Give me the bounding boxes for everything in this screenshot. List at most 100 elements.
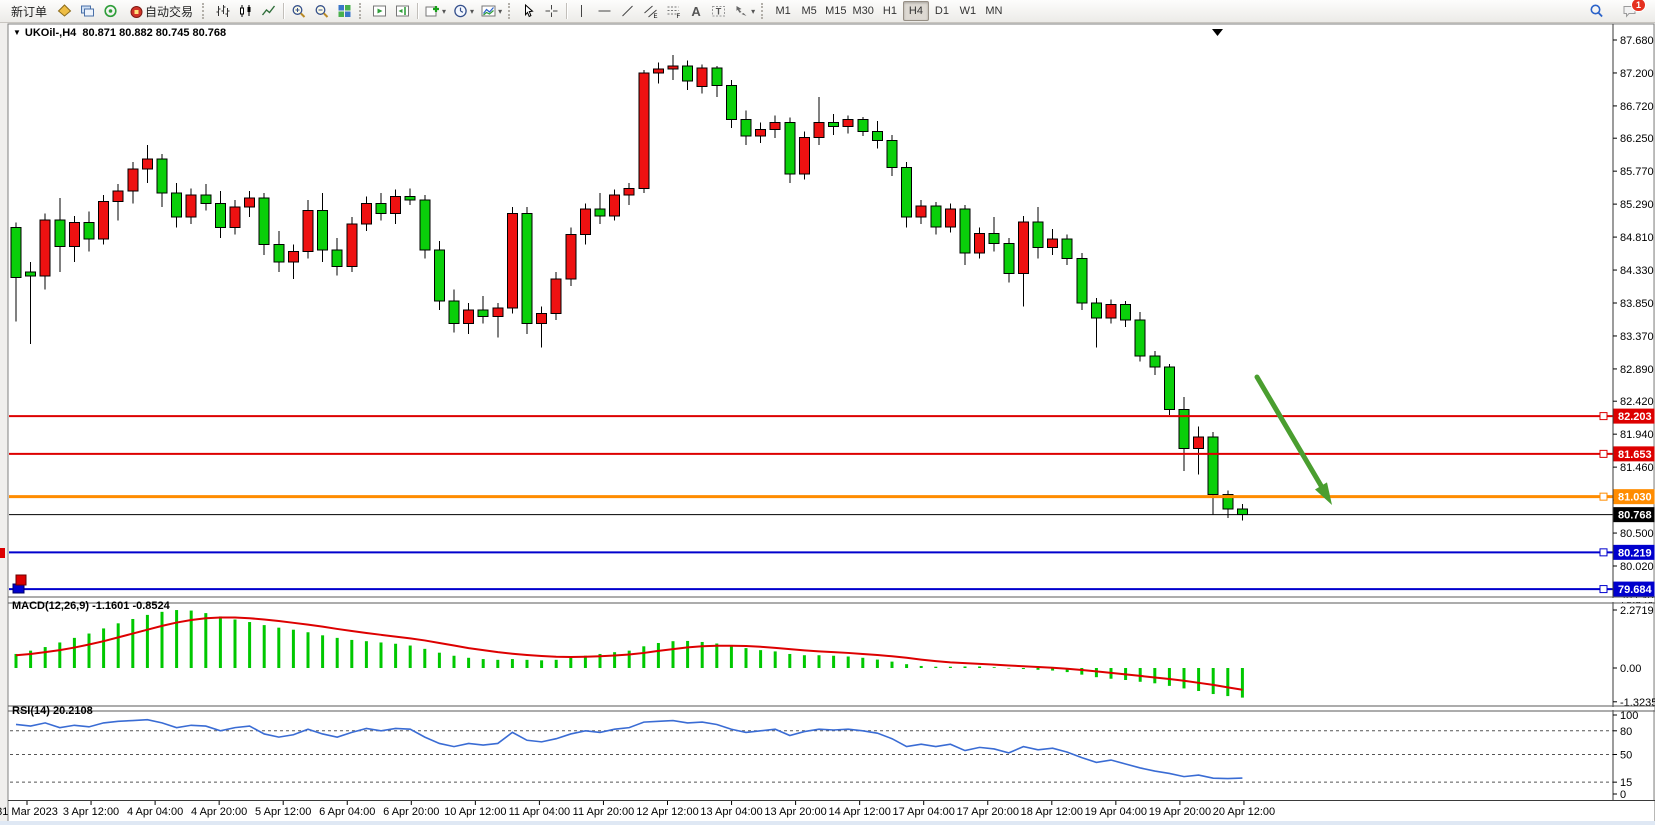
macd-scale-label: 2.2719 — [1620, 605, 1654, 617]
timeframe-mn[interactable]: MN — [981, 1, 1007, 21]
text-tool[interactable]: A — [685, 1, 707, 21]
price-tick-label: 82.890 — [1620, 364, 1654, 376]
toolbar-grip — [508, 3, 514, 19]
vertical-line-tool[interactable] — [570, 1, 593, 21]
time-tick-label: 19 Apr 04:00 — [1085, 806, 1147, 818]
candles-layer — [10, 55, 1248, 521]
candle — [68, 222, 80, 248]
candle — [988, 233, 1000, 244]
timeframe-m30[interactable]: M30 — [850, 1, 877, 21]
crosshair-icon — [545, 5, 558, 17]
chart-shift-button[interactable] — [391, 1, 414, 21]
zoom-out-button[interactable] — [310, 1, 333, 21]
bar-chart-button[interactable] — [211, 1, 234, 21]
candle — [1076, 257, 1088, 304]
candle — [1236, 508, 1248, 516]
auto-scroll-button[interactable] — [368, 1, 391, 21]
candle — [390, 196, 402, 215]
object-anchor-handle[interactable] — [0, 548, 5, 558]
object-anchor-handle[interactable] — [15, 574, 27, 586]
line-end-handle[interactable] — [1599, 492, 1608, 501]
time-tick-label: 5 Apr 12:00 — [255, 806, 311, 818]
profiles-button[interactable] — [76, 1, 99, 21]
tile-windows-button[interactable] — [333, 1, 356, 21]
price-tick-label: 86.720 — [1620, 101, 1654, 113]
timeframe-label: MN — [985, 5, 1003, 17]
template-icon — [481, 5, 496, 17]
rsi-scale-label: 50 — [1620, 750, 1632, 762]
panel-splitter[interactable] — [9, 598, 1654, 602]
zoom-in-icon — [292, 5, 306, 18]
candle — [550, 278, 562, 314]
trend-arrow-head[interactable] — [1315, 482, 1332, 505]
line-end-handle[interactable] — [1599, 449, 1608, 458]
shapes-tool[interactable]: ▾ — [730, 1, 758, 21]
candle — [740, 119, 752, 137]
candle — [25, 271, 37, 277]
candle — [609, 194, 621, 217]
price-tick-label: 84.330 — [1620, 265, 1654, 277]
crosshair-button[interactable] — [540, 1, 563, 21]
fibonacci-tool[interactable]: F — [662, 1, 685, 21]
add-indicator-button[interactable]: ▾ — [421, 1, 449, 21]
candlestick-chart-button[interactable] — [234, 1, 257, 21]
timeframe-m1[interactable]: M1 — [770, 1, 796, 21]
shapes-arrows-icon — [736, 6, 747, 16]
autotrading-button[interactable]: 自动交易 — [122, 1, 199, 21]
periods-button[interactable]: ▾ — [449, 1, 477, 21]
line-end-handle[interactable] — [1599, 412, 1608, 421]
symbol-dropdown-icon[interactable]: ▼ — [13, 28, 21, 37]
candle — [536, 312, 548, 325]
new-chart-button[interactable] — [53, 1, 76, 21]
line-end-handle[interactable] — [1599, 585, 1608, 594]
rsi-scale-label: 100 — [1620, 710, 1638, 722]
line-chart-icon — [261, 5, 276, 16]
horizontal-line-tool[interactable] — [593, 1, 616, 21]
channel-tool[interactable]: E — [639, 1, 662, 21]
time-tick-label: 6 Apr 20:00 — [383, 806, 439, 818]
candle — [258, 197, 270, 246]
time-tick-label: 11 Apr 04:00 — [509, 806, 571, 818]
new-order-button[interactable]: 新订单 — [5, 1, 53, 21]
line-chart-button[interactable] — [257, 1, 280, 21]
candle — [302, 209, 314, 253]
market-watch-button[interactable] — [99, 1, 122, 21]
time-tick-label: 13 Apr 04:00 — [700, 806, 762, 818]
trendline-icon — [622, 5, 633, 17]
template-button[interactable]: ▾ — [477, 1, 505, 21]
price-tick-label: 82.420 — [1620, 396, 1654, 408]
chart-symbol: UKOil-,H4 — [24, 27, 77, 39]
timeframe-m15[interactable]: M15 — [822, 1, 849, 21]
chart-shift-marker[interactable] — [1212, 29, 1223, 36]
timeframe-w1[interactable]: W1 — [955, 1, 981, 21]
new-chart-icon — [57, 4, 72, 17]
line-end-handle[interactable] — [1599, 548, 1608, 557]
candle — [871, 130, 883, 141]
trendline-tool[interactable] — [616, 1, 639, 21]
timeframe-m5[interactable]: M5 — [796, 1, 822, 21]
toolbar-grip — [761, 3, 767, 19]
timeframe-label: M1 — [775, 5, 791, 17]
timeframe-h1[interactable]: H1 — [877, 1, 903, 21]
time-tick-label: 17 Apr 04:00 — [893, 806, 955, 818]
notifications-button[interactable]: 1 — [1618, 0, 1646, 21]
timeframe-h4[interactable]: H4 — [902, 1, 929, 21]
panel-splitter[interactable] — [9, 707, 1654, 710]
candle — [185, 194, 197, 218]
time-axis[interactable] — [9, 801, 1654, 821]
cursor-button[interactable] — [517, 1, 540, 21]
candle — [915, 205, 927, 218]
trend-arrow[interactable] — [1254, 374, 1326, 492]
chart-ohlc-values: 80.871 80.882 80.745 80.768 — [82, 27, 227, 39]
timeframe-d1[interactable]: D1 — [929, 1, 955, 21]
zoom-in-button[interactable] — [287, 1, 310, 21]
candle — [842, 119, 854, 128]
candle — [565, 233, 577, 280]
macd-scale-label: 0.00 — [1620, 663, 1641, 675]
price-tick-label: 80.020 — [1620, 561, 1654, 573]
text-label-tool[interactable]: T — [707, 1, 730, 21]
search-button[interactable] — [1585, 1, 1608, 21]
candle — [1134, 319, 1146, 357]
chart-title: ▼ UKOil-,H4 80.871 80.882 80.745 80.768 — [13, 27, 226, 39]
